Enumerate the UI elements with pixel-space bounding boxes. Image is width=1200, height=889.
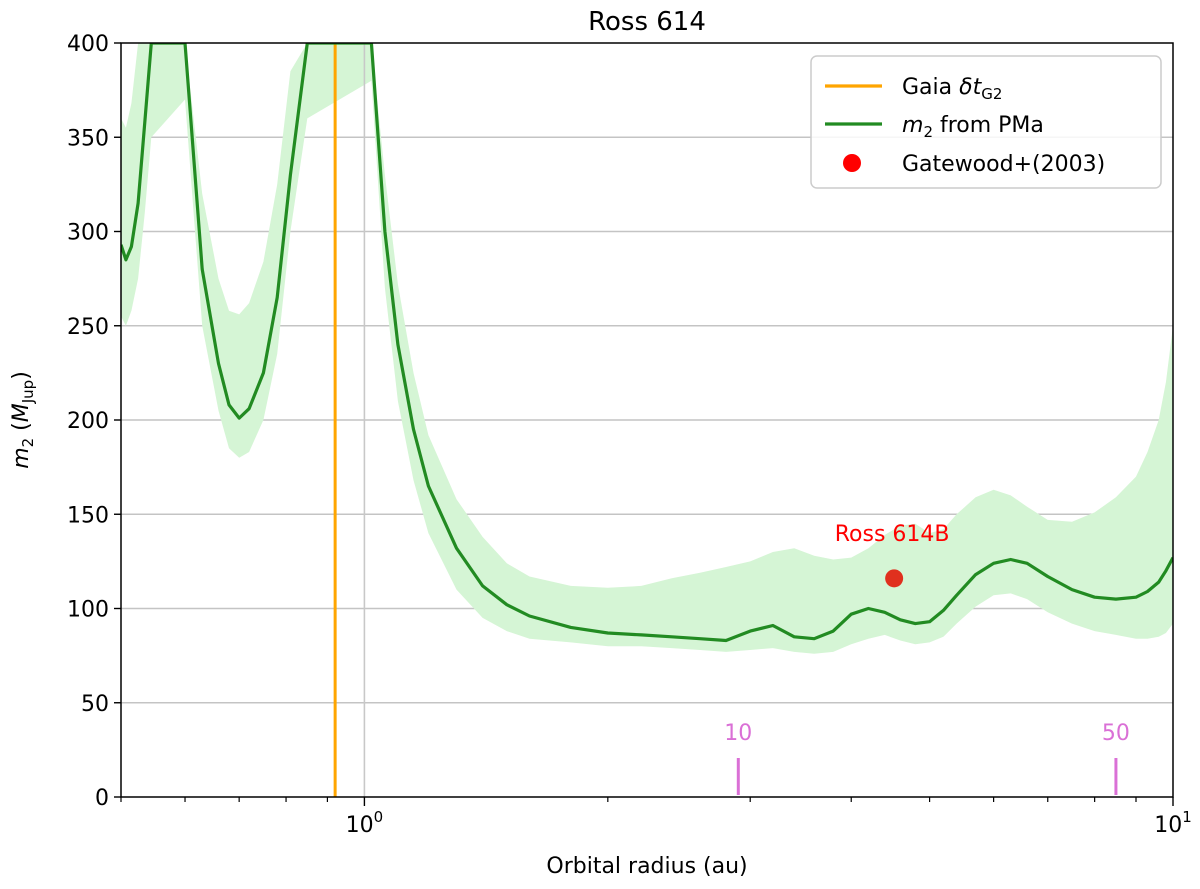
legend-label: Gatewood+(2003): [902, 152, 1105, 177]
point-label: Ross 614B: [835, 522, 950, 547]
chart-title: Ross 614: [588, 7, 706, 37]
x-tick-label: 101: [1154, 808, 1192, 838]
legend-label: Gaia δtG2: [902, 75, 1002, 103]
reference-point-layer: Ross 614B: [835, 522, 950, 588]
vertical-lines: [333, 43, 366, 797]
y-tick-label: 350: [67, 126, 109, 151]
y-tick-label: 50: [81, 692, 109, 717]
y-tick-label: 300: [67, 221, 109, 246]
uncertainty-band-layer: [121, 43, 1173, 654]
legend: Gaia δtG2 m2 from PMa Gatewood+(2003): [810, 55, 1162, 189]
y-tick-label: 250: [67, 315, 109, 340]
x-tick-label: 100: [346, 808, 384, 838]
uncertainty-band: [121, 43, 1173, 654]
x-axis-ticks: 100 101: [120, 797, 1192, 838]
y-tick-label: 400: [67, 32, 109, 57]
y-tick-label: 150: [67, 503, 109, 528]
y-tick-label: 100: [67, 598, 109, 623]
series-line-m2-from-pma: [121, 43, 1173, 643]
period-marker-label: 50: [1102, 721, 1130, 746]
period-markers: 10 50: [724, 721, 1130, 795]
y-tick-label: 200: [67, 409, 109, 434]
gatewood-point: [885, 569, 904, 588]
legend-swatch: [843, 154, 861, 172]
legend-label: m2 from PMa: [902, 113, 1044, 141]
y-axis-ticks: 0 50 100 150 200 250 300 350 400: [67, 32, 121, 811]
y-tick-label: 0: [95, 786, 109, 811]
x-axis-label: Orbital radius (au): [546, 854, 747, 879]
y-axis-label: m2 (MJup): [9, 371, 37, 469]
series-line-layer: [121, 43, 1173, 643]
period-marker-label: 10: [724, 721, 752, 746]
legend-box: [810, 55, 1162, 189]
